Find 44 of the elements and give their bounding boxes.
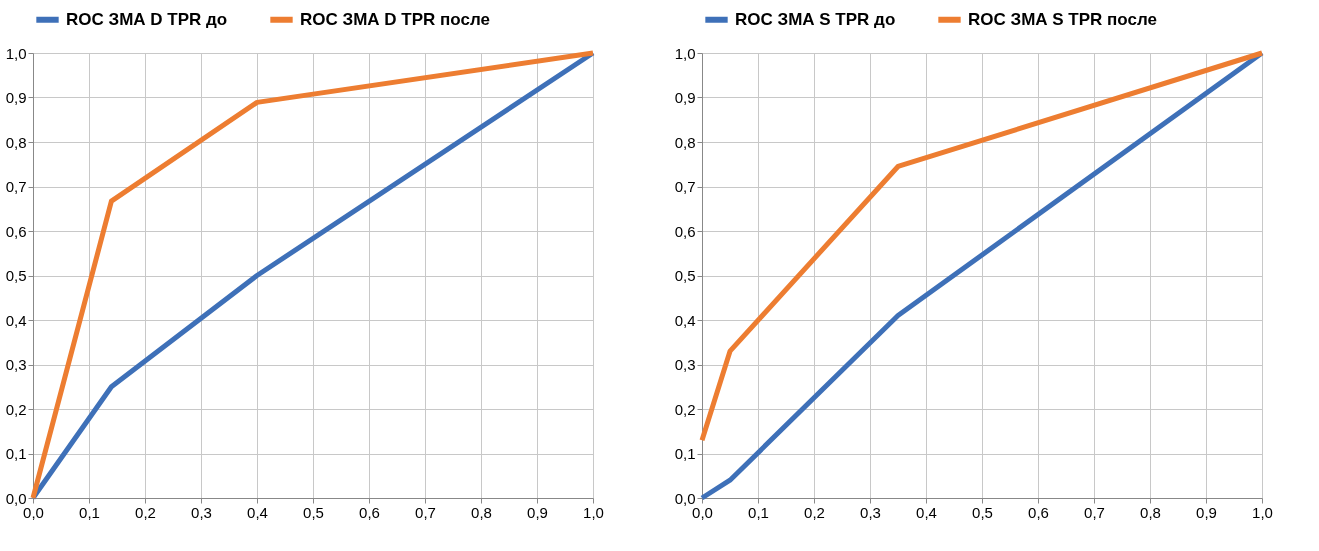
y-tick-label: 1,0 [5,44,27,62]
x-tick-label: 0,6 [359,503,380,521]
x-tick-label: 0,5 [972,503,993,521]
x-tick-label: 0,2 [804,503,825,521]
x-tick-label: 0,9 [527,503,548,521]
y-tick-label: 0,9 [5,89,27,106]
x-tick-label: 0,6 [1028,503,1049,521]
y-tick-label: 0,6 [674,222,696,240]
y-tick-label: 0,2 [5,400,27,418]
x-tick-label: 0,2 [135,503,156,521]
y-tick-label: 0,1 [674,445,696,462]
x-tick-label: 0,7 [415,503,436,521]
y-tick-label: 0,3 [674,356,696,373]
x-tick-label: 0,1 [79,503,100,521]
x-tick-label: 0,3 [860,503,881,521]
y-tick-label: 0,1 [5,445,27,462]
legend-label: ROC ЗМА D TPR до [66,9,228,29]
x-tick-label: 0,5 [303,503,324,521]
x-tick-label: 0,9 [1196,503,1217,521]
x-tick-label: 1,0 [1252,503,1273,521]
x-tick-label: 0,4 [916,503,937,521]
x-tick-label: 1,0 [583,503,604,521]
x-tick-label: 0,1 [748,503,769,521]
y-tick-label: 0,7 [5,178,27,195]
y-tick-label: 1,0 [674,44,696,62]
x-tick-label: 0,8 [471,503,492,521]
legend-label: ROC ЗМА S TPR до [735,9,896,29]
y-tick-label: 0,8 [674,133,696,151]
legend-label: ROC ЗМА D TPR после [300,9,490,29]
y-tick-label: 0,7 [674,178,696,195]
x-tick-label: 0,7 [1084,503,1105,521]
y-tick-label: 0,6 [5,222,27,240]
y-tick-label: 0,5 [5,267,27,284]
y-tick-label: 0,4 [674,311,696,329]
y-tick-label: 0,5 [674,267,696,284]
x-tick-label: 0,8 [1140,503,1161,521]
y-tick-label: 0,3 [5,356,27,373]
x-tick-label: 0,3 [191,503,212,521]
y-tick-label: 0,2 [674,400,696,418]
y-tick-label: 0,8 [5,133,27,151]
y-tick-label: 0,9 [674,89,696,106]
y-tick-label: 0,4 [5,311,27,329]
legend-label: ROC ЗМА S TPR после [968,9,1158,29]
x-tick-label: 0,4 [247,503,268,521]
